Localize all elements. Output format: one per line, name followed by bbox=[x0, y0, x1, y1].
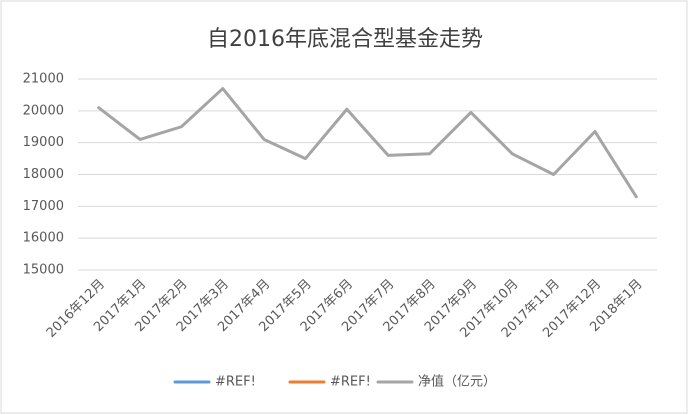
legend-label: #REF! bbox=[215, 375, 256, 390]
legend-label: #REF! bbox=[330, 375, 371, 390]
series-line bbox=[97, 87, 638, 199]
y-tick-label: 20000 bbox=[23, 103, 64, 118]
y-tick-label: 16000 bbox=[23, 231, 64, 246]
y-tick-label: 15000 bbox=[23, 263, 64, 278]
y-tick-label: 19000 bbox=[23, 135, 64, 150]
legend-label: 净值（亿元） bbox=[418, 374, 496, 390]
y-tick-label: 17000 bbox=[23, 199, 64, 214]
y-tick-label: 18000 bbox=[23, 167, 64, 182]
y-tick-label: 21000 bbox=[23, 72, 64, 87]
chart-title: 自2016年底混合型基金走势 bbox=[207, 27, 483, 52]
